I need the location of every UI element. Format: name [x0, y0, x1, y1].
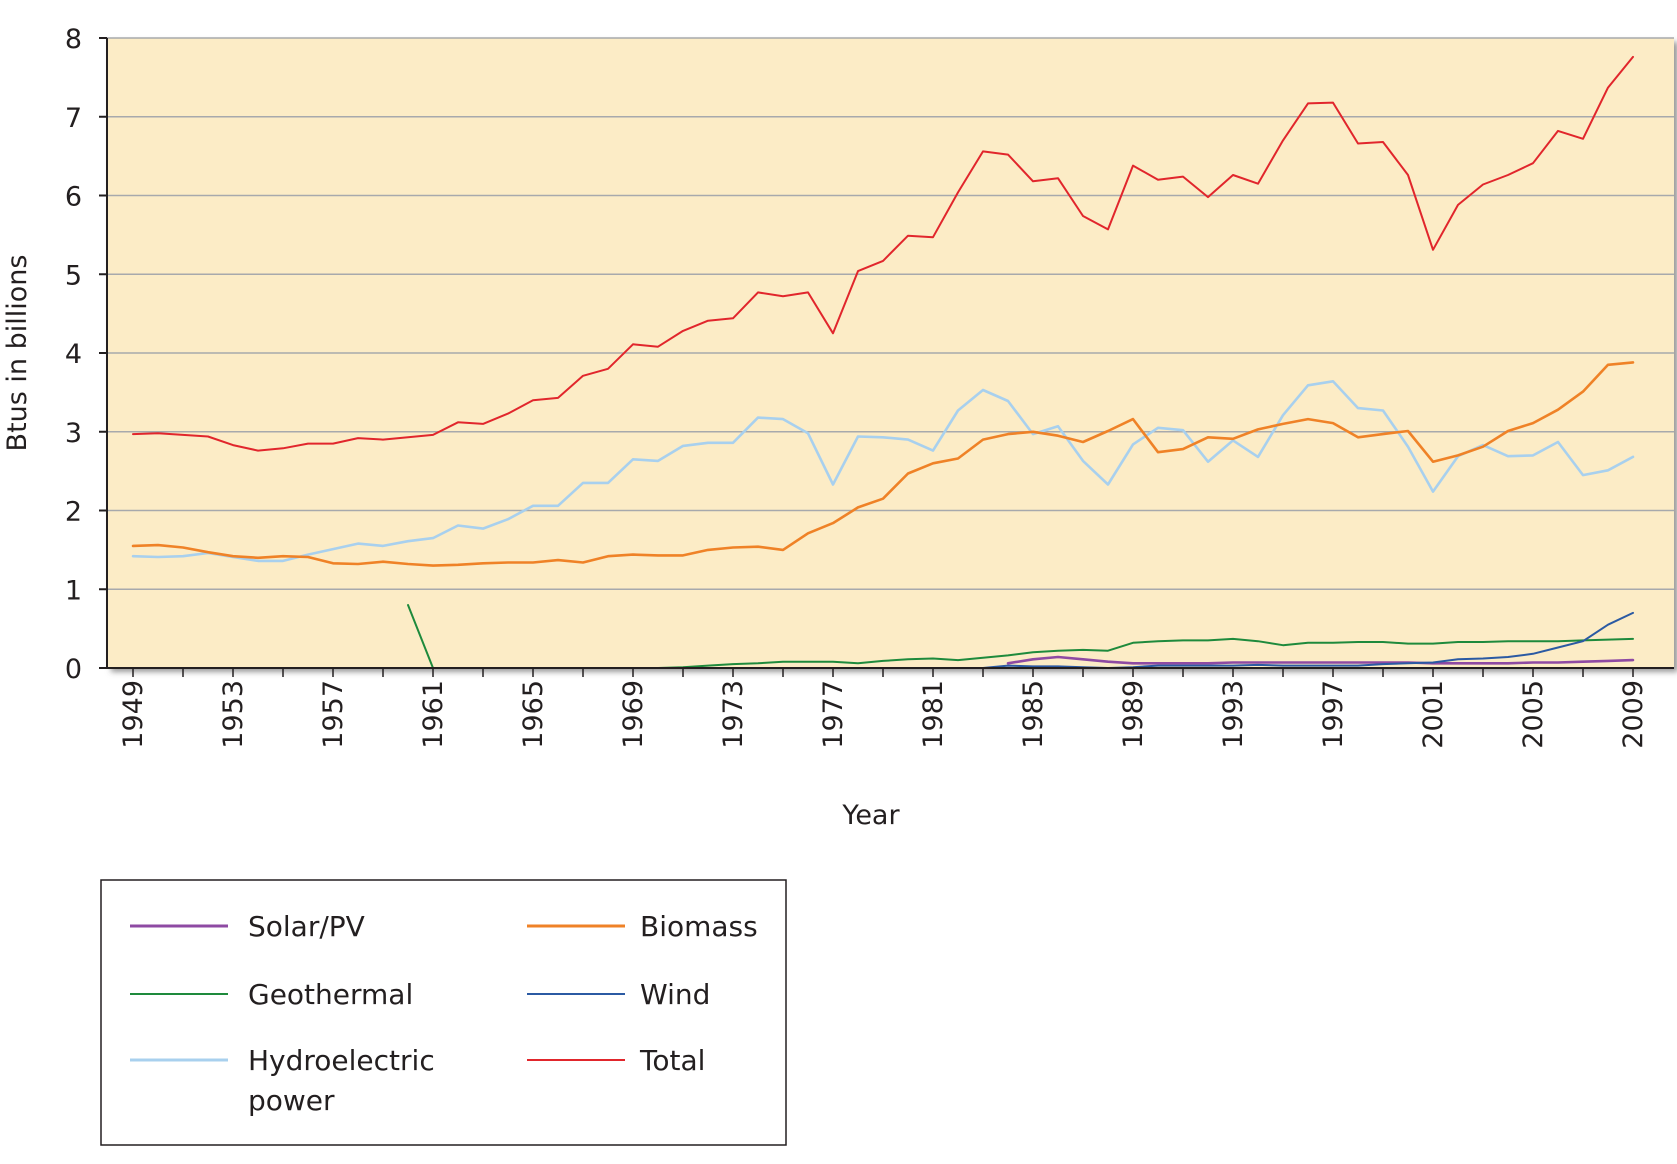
x-tick-label: 1961	[418, 680, 449, 749]
x-tick-label: 1953	[218, 680, 249, 749]
x-tick-label: 2001	[1418, 680, 1449, 749]
y-tick-label: 1	[65, 575, 82, 606]
x-tick-label: 1957	[318, 680, 349, 749]
legend-label-wind: Wind	[640, 978, 710, 1011]
y-axis-title: Btus in billions	[2, 255, 33, 452]
x-tick-label: 1985	[1018, 680, 1049, 749]
x-tick-label: 1969	[618, 680, 649, 749]
series-line-hydroelectric-power	[131, 379, 1635, 563]
x-tick-label: 1949	[118, 680, 149, 749]
x-tick-label: 1977	[818, 680, 849, 749]
y-tick-label: 5	[65, 260, 82, 291]
legend-label-hydroelectric-power: Hydroelectric power	[248, 1044, 435, 1117]
grid-lines	[107, 37, 1674, 590]
x-tick-label: 1973	[718, 680, 749, 749]
y-tick-label: 8	[65, 24, 82, 55]
x-tick-label: 1965	[518, 680, 549, 749]
x-ticks: 1949 1953 1957 1961 1965 1969 1973 1977 1981 1985…	[118, 668, 1649, 749]
x-axis-title: Year	[841, 800, 900, 831]
series-line-solar-pv	[1006, 655, 1635, 665]
x-tick-label: 2005	[1518, 680, 1549, 749]
legend-label-geothermal: Geothermal	[248, 978, 413, 1011]
legend-label-solar-pv: Solar/PV	[248, 910, 365, 943]
x-tick-label: 1981	[918, 680, 949, 749]
series-line-biomass	[131, 361, 1635, 567]
y-tick-label: 4	[65, 339, 82, 370]
legend: Solar/PV Biomass Geothermal Wind Hydroelectr…	[100, 879, 787, 1146]
legend-entries: Solar/PV Biomass Geothermal Wind Hydroelectr…	[130, 910, 758, 1117]
y-tick-label: 6	[65, 182, 82, 213]
y-tick-label: 3	[65, 418, 82, 449]
x-tick-label: 1993	[1218, 680, 1249, 749]
series-lines	[131, 55, 1635, 669]
x-tick-label: 1997	[1318, 680, 1349, 749]
legend-box	[100, 879, 787, 1146]
y-tick-label: 0	[65, 654, 82, 685]
legend-label-total: Total	[639, 1044, 705, 1077]
y-tick-label: 7	[65, 103, 82, 134]
legend-label-biomass: Biomass	[640, 910, 758, 943]
y-ticks: 0 1 2 3 4 5 6 7 8	[65, 24, 107, 685]
y-tick-label: 2	[65, 497, 82, 528]
x-tick-label: 1989	[1118, 680, 1149, 749]
x-tick-label: 2009	[1618, 680, 1649, 749]
series-line-total	[132, 55, 1634, 452]
